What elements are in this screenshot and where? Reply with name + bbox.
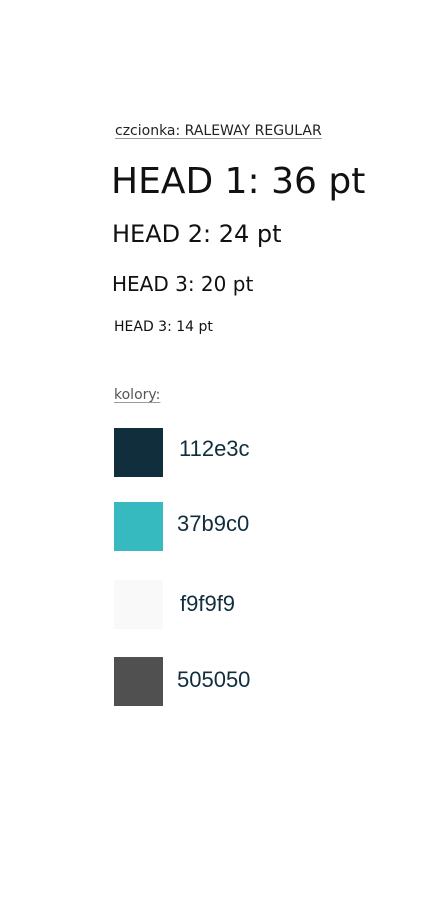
color-swatch-navy: [114, 428, 163, 477]
font-name-label: czcionka: RALEWAY REGULAR: [115, 123, 322, 139]
color-code-dark-gray: 505050: [177, 667, 251, 692]
heading-2-sample: HEAD 2: 24 pt: [112, 220, 282, 248]
color-code-light-gray: f9f9f9: [180, 591, 236, 616]
colors-section-label: kolory:: [114, 387, 161, 403]
color-swatch-dark-gray: [114, 657, 163, 706]
color-code-teal: 37b9c0: [177, 511, 250, 536]
heading-4-sample: HEAD 3: 14 pt: [114, 319, 213, 335]
heading-1-sample: HEAD 1: 36 pt: [111, 161, 366, 202]
color-swatch-light-gray: [114, 580, 163, 629]
color-swatch-teal: [114, 502, 163, 551]
heading-3-sample: HEAD 3: 20 pt: [112, 272, 254, 296]
color-code-navy: 112e3c: [179, 436, 250, 461]
